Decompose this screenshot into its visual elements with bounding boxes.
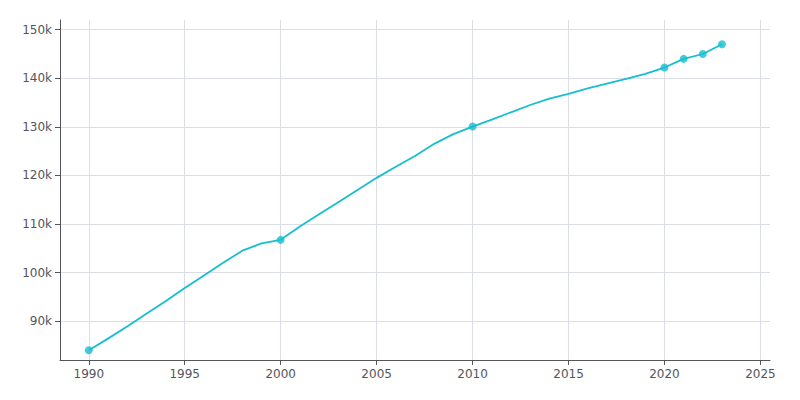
svg-text:2015: 2015 — [553, 367, 584, 381]
svg-text:1995: 1995 — [169, 367, 200, 381]
svg-text:130k: 130k — [22, 120, 52, 134]
svg-text:2000: 2000 — [265, 367, 296, 381]
svg-text:100k: 100k — [22, 266, 52, 280]
svg-text:2010: 2010 — [457, 367, 488, 381]
svg-text:2025: 2025 — [745, 367, 776, 381]
svg-text:1990: 1990 — [74, 367, 105, 381]
svg-text:150k: 150k — [22, 23, 52, 37]
svg-text:110k: 110k — [22, 217, 52, 231]
svg-text:120k: 120k — [22, 168, 52, 182]
svg-text:2005: 2005 — [361, 367, 392, 381]
svg-text:90k: 90k — [30, 314, 52, 328]
svg-text:140k: 140k — [22, 71, 52, 85]
svg-text:2020: 2020 — [649, 367, 680, 381]
